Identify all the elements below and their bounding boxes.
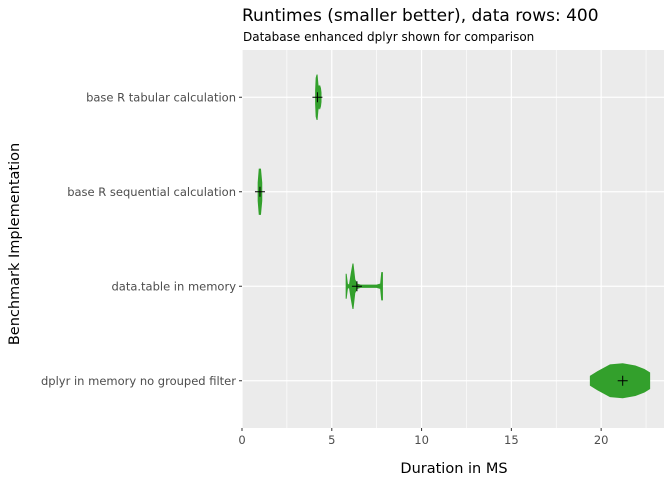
x-tick-label: 20 (594, 433, 609, 447)
y-tick-label: dplyr in memory no grouped filter (41, 374, 236, 388)
y-tick-label: data.table in memory (111, 279, 236, 293)
chart-subtitle: Database enhanced dplyr shown for compar… (243, 30, 534, 44)
chart-title: Runtimes (smaller better), data rows: 40… (242, 6, 599, 26)
y-tick-label: base R sequential calculation (67, 185, 236, 199)
x-axis-title: Duration in MS (400, 461, 507, 477)
y-tick-label: base R tabular calculation (86, 90, 236, 104)
y-axis: base R tabular calculation base R sequent… (41, 90, 242, 388)
x-axis: 0 5 10 15 20 (238, 428, 608, 447)
x-tick-label: 5 (328, 433, 335, 447)
violin-shape (345, 263, 383, 310)
plot-panel (242, 50, 664, 428)
major-gridlines (241, 50, 664, 428)
x-tick-label: 0 (238, 433, 245, 447)
mean-markers (254, 92, 628, 386)
x-tick-label: 15 (504, 433, 519, 447)
minor-gridlines (286, 50, 647, 428)
y-axis-title: Benchmark Implementation (7, 143, 23, 345)
x-tick-label: 10 (414, 433, 429, 447)
